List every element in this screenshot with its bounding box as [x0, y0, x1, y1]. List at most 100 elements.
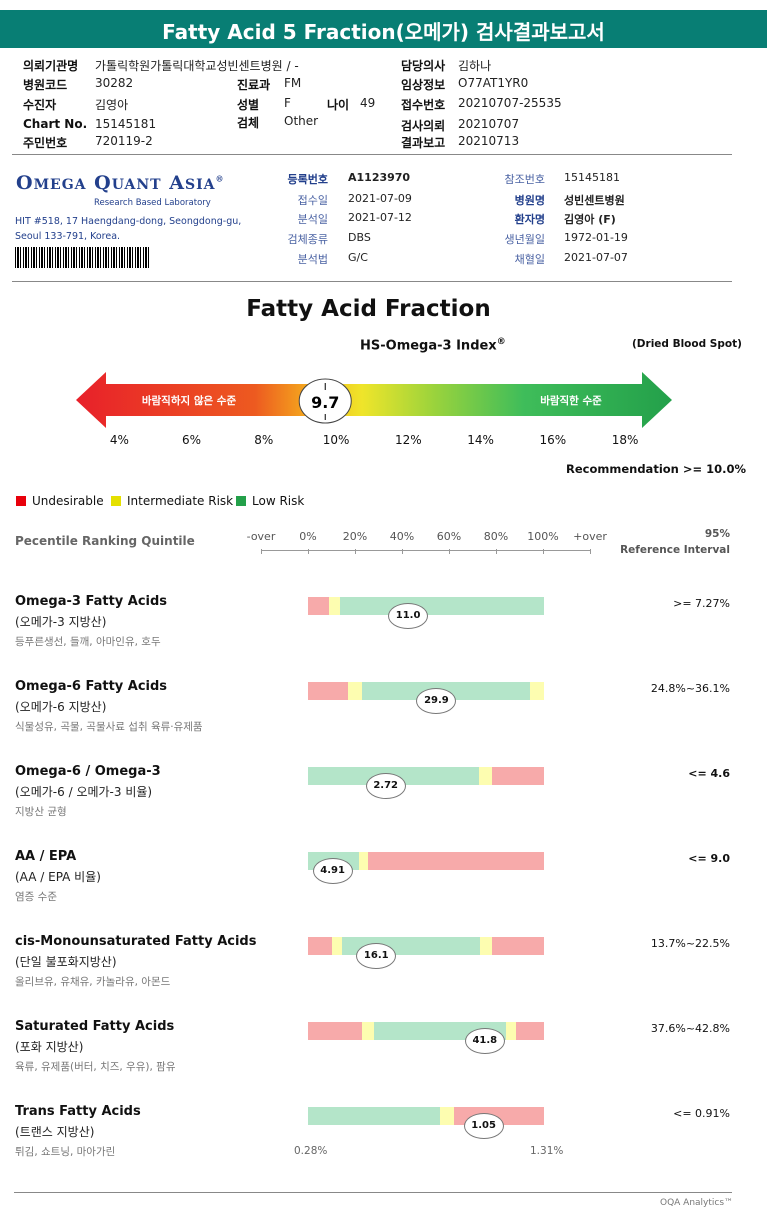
header-label: 수진자: [23, 98, 57, 112]
header-value: 20210707-25535: [458, 96, 562, 110]
range-zone: [479, 767, 493, 785]
section-title: Fatty Acid Fraction: [246, 296, 491, 322]
result-food-sources: 육류, 유제품(버터, 치즈, 우유), 팜유: [15, 1061, 176, 1073]
result-name: Trans Fatty Acids: [15, 1104, 141, 1119]
result-name: AA / EPA: [15, 849, 77, 864]
info-value: 성빈센트병원: [564, 194, 625, 207]
header-label: 검사의뢰: [401, 119, 446, 133]
footer-brand: OQA Analytics™: [660, 1198, 734, 1208]
quintile-tick: 80%: [483, 530, 509, 543]
quintile-tick: 0%: [299, 530, 317, 543]
info-value: 김영아 (F): [564, 213, 616, 226]
gauge-marker: 9.7: [298, 378, 352, 424]
info-label: 검체종류: [287, 233, 328, 246]
quintile-label: Pecentile Ranking Quintile: [15, 534, 195, 548]
info-label: 분석일: [297, 213, 328, 226]
header-value: 720119-2: [95, 134, 153, 148]
header-value: 김영아: [95, 98, 129, 112]
result-reference-interval: <= 4.6: [688, 767, 730, 780]
result-korean-name: (포화 지방산): [15, 1040, 84, 1054]
result-reference-interval: 24.8%~36.1%: [650, 682, 730, 695]
result-name: Omega-6 Fatty Acids: [15, 679, 168, 694]
gauge-tick-label: 12%: [394, 433, 422, 447]
header-label: Chart No.: [23, 117, 88, 131]
header-value: 15145181: [95, 117, 157, 131]
range-zone: [339, 597, 544, 615]
quintile-tick-mark: [355, 549, 356, 554]
lab-address: HIT #518, 17 Haengdang-dong, Seongdong-g…: [15, 216, 242, 242]
header-label: 병원코드: [23, 78, 68, 92]
result-value-marker: 41.8: [464, 1028, 505, 1054]
range-zone: [368, 852, 544, 870]
report-title: Fatty Acid 5 Fraction(오메가) 검사결과보고서: [162, 20, 605, 44]
result-range-bar: [308, 1022, 544, 1040]
gauge-tick-label: 14%: [467, 433, 494, 447]
info-label: 병원명: [514, 194, 545, 207]
header-label: 나이: [327, 98, 350, 112]
quintile-axis: [262, 550, 590, 551]
gauge-tick-label: 16%: [539, 433, 567, 447]
info-value: 2021-07-07: [564, 251, 628, 264]
header-label: 의뢰기관명: [23, 59, 79, 73]
gauge-value: 9.7: [311, 393, 339, 412]
header-label: 진료과: [237, 78, 271, 92]
header-value: F: [284, 96, 291, 110]
index-name: HS-Omega-3 Index®: [360, 337, 506, 354]
quintile-tick: -over: [246, 530, 276, 543]
range-zone: [329, 597, 340, 615]
range-zone: [515, 1022, 544, 1040]
result-korean-name: (오메가-6 지방산): [15, 700, 107, 714]
result-korean-name: (트랜스 지방산): [15, 1125, 95, 1139]
bottom-divider: [14, 1192, 732, 1193]
header-value: FM: [284, 76, 302, 90]
legend-label: Intermediate Risk: [127, 494, 234, 508]
legend-swatch: [236, 496, 246, 506]
info-label: 참조번호: [504, 173, 545, 186]
quintile-tick-mark: [496, 549, 497, 554]
gauge-arrow: [76, 372, 672, 428]
info-label: 분석법: [297, 253, 328, 266]
header-label: 주민번호: [23, 136, 68, 150]
quintile-tick: 20%: [342, 530, 368, 543]
result-reference-interval: >= 7.27%: [673, 597, 730, 610]
info-value: A1123970: [348, 171, 411, 184]
result-range-bar: [308, 1107, 544, 1125]
result-korean-name: (오메가-3 지방산): [15, 615, 107, 629]
legend-swatch: [111, 496, 121, 506]
range-zone: [529, 682, 544, 700]
header-label: 접수번호: [401, 98, 446, 112]
quintile-tick-mark: [543, 549, 544, 554]
range-zone: [331, 937, 343, 955]
range-zone: [358, 852, 369, 870]
omega3-index-gauge: 바람직하지 않은 수준 바람직한 수준 9.7: [76, 372, 672, 428]
result-value-marker: 4.91: [312, 858, 353, 884]
range-zone: [348, 682, 363, 700]
quintile-tick: 60%: [436, 530, 462, 543]
info-value: 2021-07-09: [348, 192, 412, 205]
info-divider: [12, 281, 732, 282]
header-label: 결과보고: [401, 136, 446, 150]
reference-interval-header: 95% Reference Interval: [620, 528, 730, 556]
result-food-sources: 식물성유, 곡물, 곡물사료 섭취 육류·유제품: [15, 721, 203, 733]
result-reference-interval: 13.7%~22.5%: [650, 937, 730, 950]
range-zone: [308, 937, 332, 955]
quintile-tick-mark: [449, 549, 450, 554]
gauge-tick-label: 18%: [611, 433, 639, 447]
gauge-left-label: 바람직하지 않은 수준: [142, 394, 237, 407]
info-label: 등록번호: [287, 173, 328, 186]
quintile-tick: 40%: [389, 530, 415, 543]
info-label: 채혈일: [514, 253, 545, 266]
range-zone: [440, 1107, 455, 1125]
lab-subtitle: Research Based Laboratory: [94, 198, 211, 208]
header-value: 49: [360, 96, 376, 110]
gauge-tick-label: 10%: [322, 433, 350, 447]
result-food-sources: 올리브유, 유채유, 카놀라유, 아몬드: [15, 976, 171, 988]
range-max-label: 1.31%: [530, 1145, 564, 1157]
header-label: 임상정보: [401, 78, 446, 92]
quintile-tick: +over: [573, 530, 607, 543]
result-range-bar: [308, 937, 544, 955]
header-divider: [12, 154, 732, 155]
sample-type: (Dried Blood Spot): [632, 338, 742, 350]
gauge-right-label: 바람직한 수준: [540, 394, 602, 407]
result-korean-name: (단일 불포화지방산): [15, 955, 117, 969]
